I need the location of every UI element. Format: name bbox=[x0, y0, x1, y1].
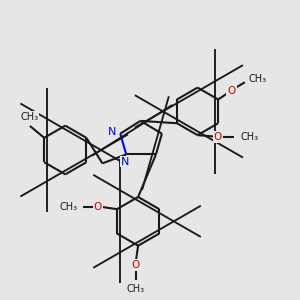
Text: CH₃: CH₃ bbox=[249, 74, 267, 84]
Text: O: O bbox=[214, 132, 222, 142]
Text: O: O bbox=[227, 85, 236, 96]
Text: O: O bbox=[132, 260, 140, 270]
Text: CH₃: CH₃ bbox=[59, 202, 77, 212]
Text: CH₃: CH₃ bbox=[127, 284, 145, 294]
Text: O: O bbox=[94, 202, 102, 212]
Text: CH₃: CH₃ bbox=[20, 112, 38, 122]
Text: CH₃: CH₃ bbox=[240, 132, 258, 142]
Text: N: N bbox=[108, 127, 117, 137]
Text: N: N bbox=[121, 157, 129, 167]
